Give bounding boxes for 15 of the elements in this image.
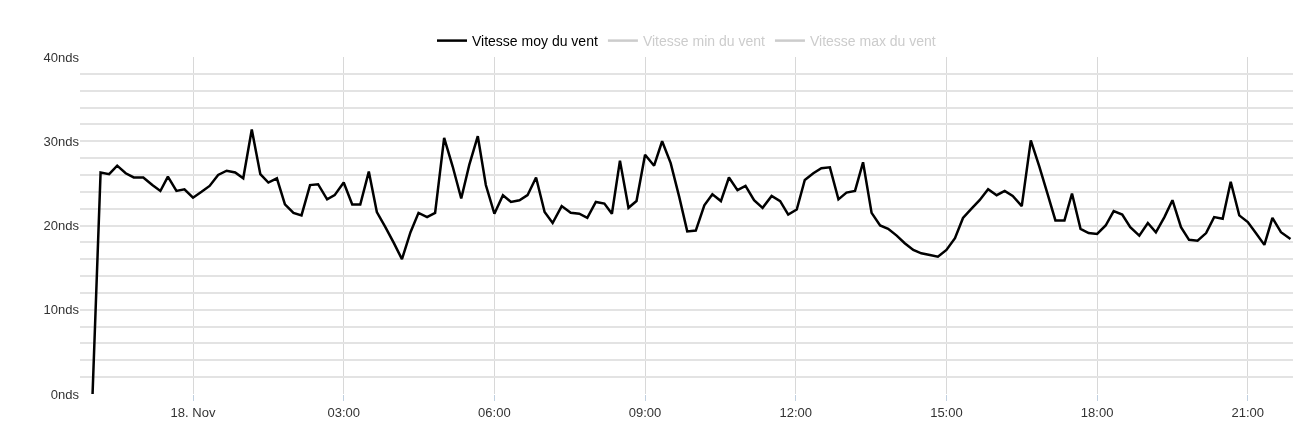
y-tick-label: 10nds: [43, 302, 80, 318]
x-tick-label: 15:00: [930, 404, 963, 420]
y-tick-label: 40nds: [43, 49, 80, 65]
legend-label: Vitesse moy du vent: [472, 33, 598, 50]
x-tick-label: 06:00: [478, 404, 511, 420]
y-tick-label: 30nds: [43, 133, 80, 149]
line-series: [91, 128, 1292, 394]
x-tick-label: 03:00: [327, 404, 360, 420]
x-tick-label: 12:00: [779, 404, 813, 420]
y-tick-label: 20nds: [43, 218, 80, 234]
y-tick-label: 0nds: [50, 386, 80, 402]
x-tick-label: 09:00: [628, 404, 662, 420]
x-tick-label: 18:00: [1080, 404, 1114, 420]
x-tick-label: 21:00: [1231, 404, 1265, 420]
x-tick-label: 18. Nov: [170, 404, 216, 420]
